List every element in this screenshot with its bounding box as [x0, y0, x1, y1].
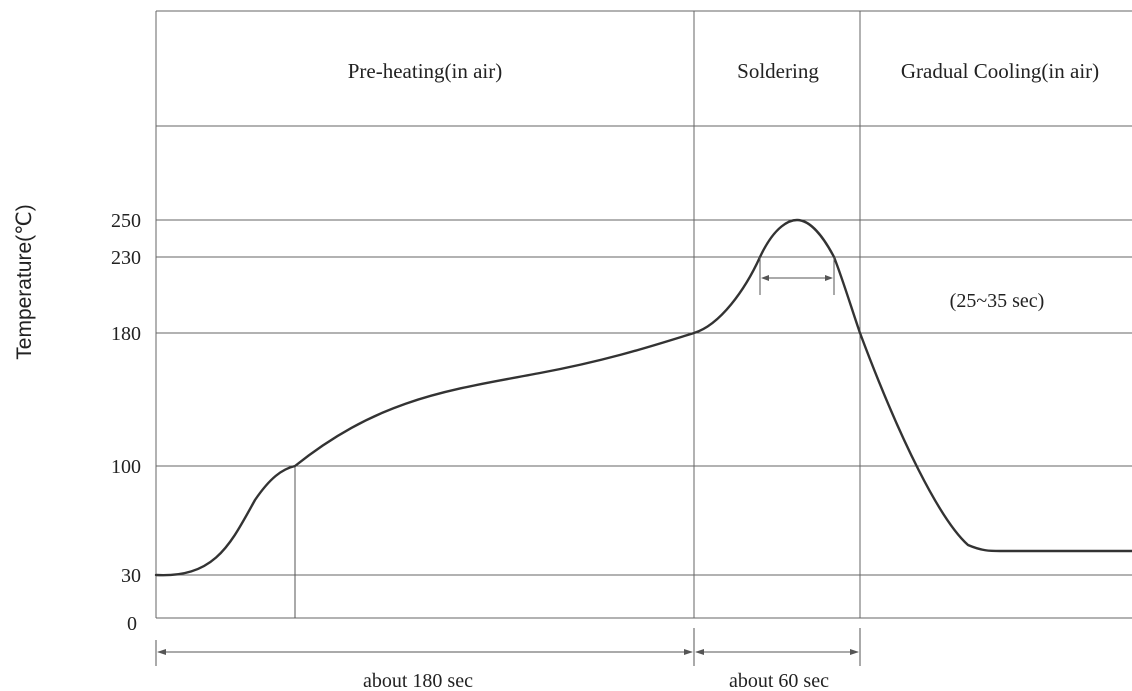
zone-label-cooling: Gradual Cooling(in air): [901, 59, 1099, 83]
duration-arrowhead-preheat-right: [684, 649, 693, 655]
zone-label-preheating: Pre-heating(in air): [348, 59, 503, 83]
duration-arrowhead-soldering-left: [695, 649, 704, 655]
peak-interval-annotation: (25~35 sec): [950, 290, 1045, 312]
y-tick-100: 100: [111, 456, 141, 478]
zone-label-soldering: Soldering: [737, 59, 819, 83]
y-tick-230: 230: [111, 247, 141, 269]
y-tick-180: 180: [111, 323, 141, 345]
duration-arrowhead-preheat-left: [157, 649, 166, 655]
y-axis-label: Temperature(℃): [13, 204, 36, 359]
duration-label-preheat: about 180 sec: [363, 670, 473, 691]
peak-interval-arrowhead-left: [761, 275, 769, 281]
duration-arrowhead-soldering-right: [850, 649, 859, 655]
y-tick-30: 30: [121, 565, 141, 587]
peak-interval-arrowhead-right: [825, 275, 833, 281]
reflow-curve: [154, 218, 1132, 577]
duration-label-soldering: about 60 sec: [729, 670, 829, 691]
y-tick-0: 0: [127, 613, 137, 635]
y-tick-250: 250: [111, 210, 141, 232]
